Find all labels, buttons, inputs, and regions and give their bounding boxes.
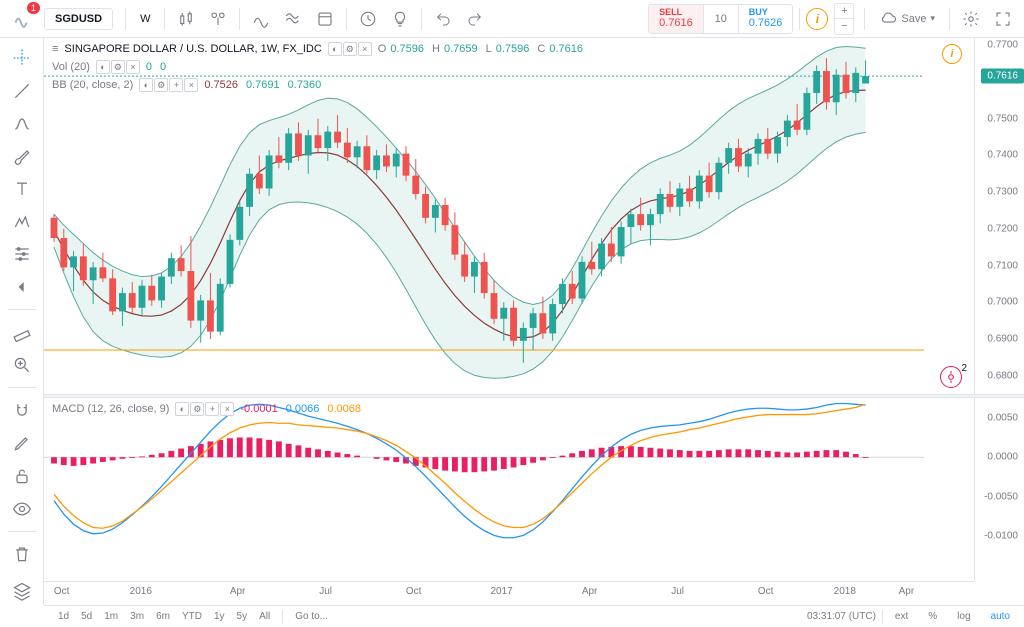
scale-auto[interactable]: auto bbox=[985, 609, 1016, 624]
range-All[interactable]: All bbox=[253, 609, 276, 624]
buy-button[interactable]: BUY 0.7626 bbox=[739, 5, 793, 33]
scale-ext[interactable]: ext bbox=[889, 609, 914, 624]
drawing-toolbar bbox=[0, 38, 44, 605]
goto-button[interactable]: Go to... bbox=[289, 609, 334, 624]
bottom-toolbar: 1d5d1m3m6mYTD1y5yAll Go to... 03:31:07 (… bbox=[44, 605, 1024, 627]
magnet-icon[interactable] bbox=[4, 396, 40, 425]
chart-container: i ≡ SINGAPORE DOLLAR / U.S. DOLLAR, 1W, … bbox=[44, 38, 1024, 605]
patterns-icon[interactable] bbox=[4, 207, 40, 236]
candles-icon[interactable] bbox=[171, 4, 201, 34]
main-price-chart[interactable]: i ≡ SINGAPORE DOLLAR / U.S. DOLLAR, 1W, … bbox=[44, 38, 1024, 394]
range-1y[interactable]: 1y bbox=[208, 609, 231, 624]
top-toolbar: 1 SGDUSD W SELL 0.7616 10 BUY 0.7626 i +… bbox=[0, 0, 1024, 38]
notification-badge: 1 bbox=[27, 2, 40, 14]
symbol-legend: ≡ SINGAPORE DOLLAR / U.S. DOLLAR, 1W, FX… bbox=[52, 42, 591, 56]
alert-icon[interactable] bbox=[353, 4, 383, 34]
clock: 03:31:07 (UTC) bbox=[807, 611, 876, 622]
zoom-minus-icon[interactable]: − bbox=[835, 19, 853, 34]
range-1m[interactable]: 1m bbox=[98, 609, 124, 624]
ruler-icon[interactable] bbox=[4, 318, 40, 347]
info-icon[interactable]: i bbox=[806, 8, 828, 30]
macd-axis[interactable]: 0.00500.0000-0.0050-0.0100 bbox=[974, 398, 1024, 581]
spread-value: 10 bbox=[703, 5, 739, 33]
volume-legend: Vol (20) ◐⚙× 00 bbox=[52, 60, 174, 74]
zoom-plus-icon[interactable]: + bbox=[835, 4, 853, 19]
back-icon[interactable] bbox=[4, 272, 40, 301]
compare-icon[interactable] bbox=[203, 4, 233, 34]
undo-icon[interactable] bbox=[428, 4, 458, 34]
range-5d[interactable]: 5d bbox=[75, 609, 98, 624]
text-icon[interactable] bbox=[4, 175, 40, 204]
cloud-icon bbox=[879, 10, 897, 28]
trash-icon[interactable] bbox=[4, 540, 40, 569]
indicators-icon[interactable] bbox=[246, 4, 276, 34]
price-axis[interactable]: 0.77000.76160.75000.74000.73000.72000.71… bbox=[974, 38, 1024, 394]
fib-icon[interactable] bbox=[4, 109, 40, 138]
sell-buy-widget: SELL 0.7616 10 BUY 0.7626 bbox=[648, 4, 793, 34]
macd-plot[interactable] bbox=[44, 398, 924, 548]
brush-icon[interactable] bbox=[4, 142, 40, 171]
fullscreen-icon[interactable] bbox=[988, 4, 1018, 34]
save-button[interactable]: Save ▾ bbox=[871, 10, 943, 28]
crosshair-icon[interactable] bbox=[4, 44, 40, 73]
trendline-icon[interactable] bbox=[4, 77, 40, 106]
range-1d[interactable]: 1d bbox=[52, 609, 75, 624]
ideas-icon[interactable] bbox=[385, 4, 415, 34]
templates-icon[interactable] bbox=[310, 4, 340, 34]
scale-%[interactable]: % bbox=[922, 609, 943, 624]
symbol-input[interactable]: SGDUSD bbox=[44, 8, 113, 30]
prediction-icon[interactable] bbox=[4, 240, 40, 269]
sell-button[interactable]: SELL 0.7616 bbox=[649, 5, 703, 33]
eye-icon[interactable] bbox=[4, 494, 40, 523]
range-5y[interactable]: 5y bbox=[231, 609, 254, 624]
logo-icon[interactable]: 1 bbox=[6, 4, 36, 34]
financials-icon[interactable] bbox=[278, 4, 308, 34]
range-6m[interactable]: 6m bbox=[150, 609, 176, 624]
time-axis[interactable]: Oct2016AprJulOct2017AprJulOct2018Apr bbox=[44, 581, 974, 605]
ohlc-values: O0.7596H0.7659L0.7596C0.7616 bbox=[378, 43, 591, 55]
macd-chart[interactable]: MACD (12, 26, close, 9) ◐⚙+× -0.00010.00… bbox=[44, 398, 1024, 581]
layers-icon[interactable] bbox=[4, 576, 40, 605]
bb-legend: BB (20, close, 2) ◐⚙+× 0.75260.76910.736… bbox=[52, 78, 329, 92]
target-icon[interactable] bbox=[940, 366, 962, 388]
settings-icon[interactable] bbox=[956, 4, 986, 34]
redo-icon[interactable] bbox=[460, 4, 490, 34]
scale-log[interactable]: log bbox=[951, 609, 976, 624]
edit-icon[interactable] bbox=[4, 429, 40, 458]
interval-selector[interactable]: W bbox=[132, 13, 158, 25]
range-3m[interactable]: 3m bbox=[124, 609, 150, 624]
macd-legend: MACD (12, 26, close, 9) ◐⚙+× -0.00010.00… bbox=[52, 402, 369, 416]
zoom-icon[interactable] bbox=[4, 351, 40, 380]
range-YTD[interactable]: YTD bbox=[176, 609, 208, 624]
lock-icon[interactable] bbox=[4, 462, 40, 491]
